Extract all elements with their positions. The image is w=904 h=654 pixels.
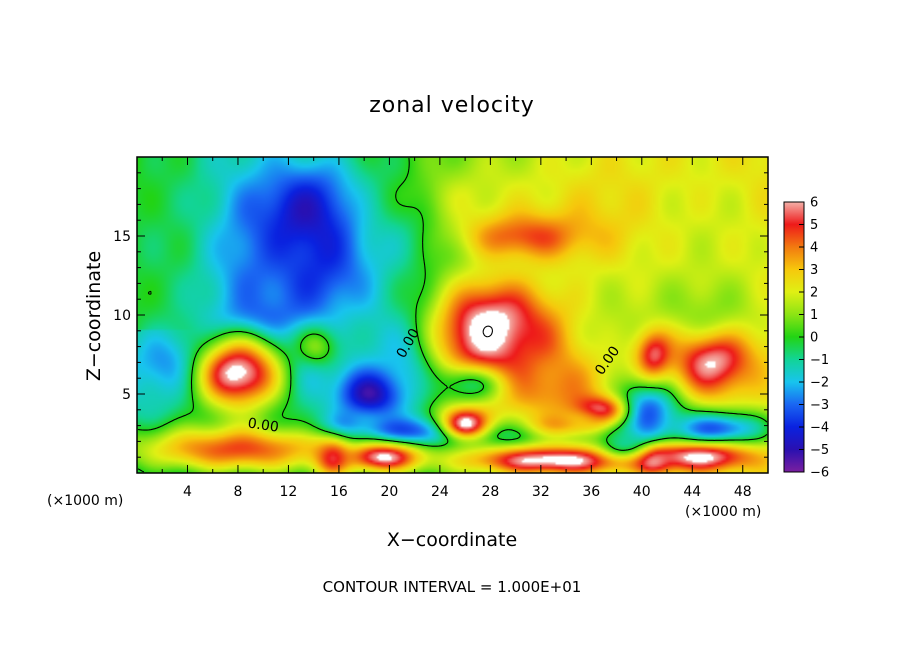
colorbar-tick-label: −5 [810, 443, 829, 458]
heatmap-image [137, 157, 768, 473]
x-tick-label: 8 [233, 484, 242, 500]
y-axis-label: Z−coordinate [83, 251, 105, 381]
chart-title: zonal velocity [369, 93, 535, 118]
x-axis-ticks: 4 8 12 16 20 24 28 32 36 40 44 48 [161, 157, 752, 500]
x-tick-label: 4 [183, 484, 192, 500]
x-tick-label: 36 [582, 484, 600, 500]
x-axis-label: X−coordinate [387, 529, 517, 551]
colorbar-tick-label: 5 [810, 218, 818, 233]
colorbar-tick-label: 0 [810, 331, 818, 346]
colorbar: 6 5 4 3 2 1 0 −1 −2 −3 −4 −5 −6 [783, 196, 829, 481]
colorbar-tick-label: 3 [810, 263, 818, 278]
x-unit-label-left: (×1000 m) [47, 493, 123, 509]
colorbar-tick-label: 6 [810, 196, 818, 211]
colorbar-tick-label: −6 [810, 466, 829, 481]
y-tick-label: 10 [113, 308, 131, 324]
contour-label: 0.00 [247, 416, 280, 436]
x-tick-label: 12 [280, 484, 298, 500]
x-tick-label: 32 [532, 484, 550, 500]
x-tick-label: 16 [330, 484, 348, 500]
colorbar-tick-label: −3 [810, 398, 829, 413]
contour-interval-note: CONTOUR INTERVAL = 1.000E+01 [323, 578, 582, 596]
x-tick-label: 48 [734, 484, 752, 500]
plot-area: 0.000.00 0.00 [136, 156, 769, 474]
x-tick-label: 40 [633, 484, 651, 500]
colorbar-tick-label: −2 [810, 376, 829, 391]
x-tick-label: 28 [481, 484, 499, 500]
colorbar-ticks: 6 5 4 3 2 1 0 −1 −2 −3 −4 −5 −6 [799, 196, 829, 481]
colorbar-tick-label: −1 [810, 353, 829, 368]
x-tick-label: 20 [380, 484, 398, 500]
colorbar-tick-label: 1 [810, 308, 818, 323]
y-axis-ticks: 5 10 15 [113, 172, 768, 458]
zero-contours [137, 158, 768, 473]
x-tick-label: 44 [683, 484, 701, 500]
y-tick-label: 15 [113, 229, 131, 245]
colorbar-tick-label: −4 [810, 421, 829, 436]
x-tick-label: 24 [431, 484, 449, 500]
x-unit-label-right: (×1000 m) [685, 504, 761, 520]
colorbar-tick-label: 2 [810, 286, 818, 301]
contour-line-dashed [482, 325, 494, 338]
contour-line-zero [137, 158, 768, 473]
y-tick-label: 5 [122, 387, 131, 403]
colorbar-tick-label: 4 [810, 241, 818, 256]
